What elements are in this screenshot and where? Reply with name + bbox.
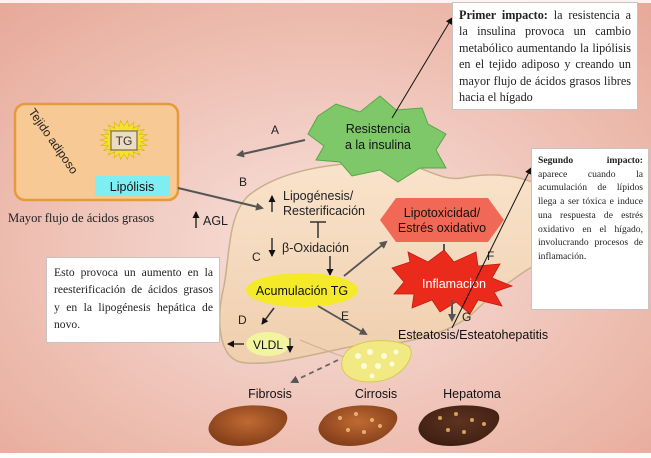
acumulacion-tg xyxy=(246,273,358,307)
resistencia-star xyxy=(307,95,447,183)
arrow-b xyxy=(177,187,264,211)
vldl-ellipse xyxy=(246,332,290,356)
lipolisis-label: Lipólisis xyxy=(110,180,154,194)
step-letter-b: B xyxy=(239,175,247,189)
fibrosis-label: Fibrosis xyxy=(248,387,292,401)
fibrosis-liver-icon xyxy=(208,405,288,446)
resistencia-label-1: Resistencia xyxy=(346,122,411,136)
inflamacion-burst xyxy=(391,249,514,315)
resistencia-label-2: a la insulina xyxy=(345,138,411,152)
lipogenesis-label-1: Lipogénesis/ xyxy=(283,189,354,203)
step-letter-e: E xyxy=(341,309,349,323)
mayor-flujo-label: Mayor flujo de ácidos grasos xyxy=(8,211,155,225)
esteatosis-label: Esteatosis/Esteatohepatitis xyxy=(398,328,548,342)
primer-body: la resistencia a la insulina provoca un … xyxy=(459,8,632,105)
beta-oxidacion-label: β-Oxidación xyxy=(282,241,349,255)
segundo-body: aparece cuando la acumulación de lípidos… xyxy=(538,168,643,262)
adipose-tissue: Tejido adiposo TG Lipólisis xyxy=(13,102,180,202)
arrow-a xyxy=(236,139,306,158)
pointer-segundo xyxy=(451,167,532,329)
pointer-primer xyxy=(391,17,453,119)
vldl-label: VLDL xyxy=(253,338,283,352)
agl-label: AGL xyxy=(203,214,228,228)
lipotoxicidad-label-1: Lipotoxicidad/ xyxy=(404,206,481,220)
primer-title: Primer impacto: xyxy=(459,8,548,22)
segundo-title: Segundo impacto: xyxy=(538,155,643,166)
hepatoma-liver-icon xyxy=(418,405,500,446)
annotation-segundo-impacto: Segundo impacto: aparece cuando la acumu… xyxy=(531,148,649,310)
acumulacion-label: Acumulación TG xyxy=(256,284,348,298)
lipolisis-bar xyxy=(95,176,170,196)
step-letter-f: F xyxy=(487,249,494,263)
cirrosis-liver-icon xyxy=(318,405,398,446)
hepatoma-label: Hepatoma xyxy=(443,387,501,401)
lipogenesis-label-2: Resterificación xyxy=(283,204,365,218)
lipotoxicidad-hexagon xyxy=(380,198,504,242)
tg-sun-icon: TG xyxy=(98,119,150,161)
step-letter-d: D xyxy=(238,313,247,327)
esto-body: Esto provoca un aumento en la reesterifi… xyxy=(54,266,213,331)
step-letter-g: G xyxy=(462,310,471,324)
annotation-primer-impacto: Primer impacto: la resistencia a la insu… xyxy=(452,2,638,110)
cirrosis-label: Cirrosis xyxy=(355,387,397,401)
lipotoxicidad-label-2: Estrés oxidativo xyxy=(398,221,486,235)
step-letter-c: C xyxy=(252,250,261,264)
annotation-esto-provoca: Esto provoca un aumento en la reesterifi… xyxy=(46,257,220,343)
fatty-liver-icon xyxy=(341,340,412,383)
tg-adipose-label: TG xyxy=(116,134,133,148)
step-letter-a: A xyxy=(271,123,279,137)
inflamacion-label: Inflamación xyxy=(422,277,486,291)
